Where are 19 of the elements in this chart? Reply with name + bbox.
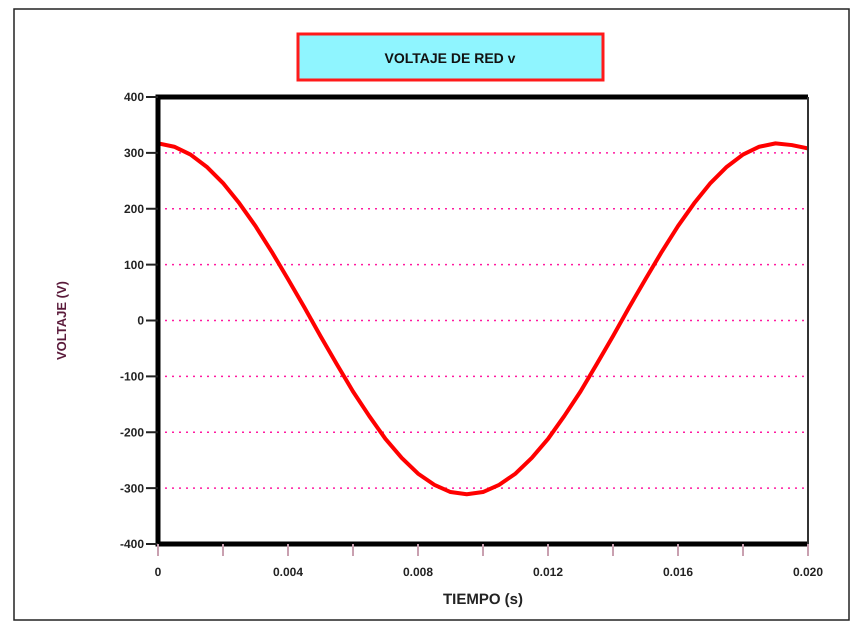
line-series (158, 141, 808, 496)
x-tick-label: 0 (154, 565, 162, 579)
chart-title: VOLTAJE DE RED v (384, 50, 516, 66)
y-tick-label: -300 (120, 481, 144, 496)
x-tick-label: 0.020 (792, 565, 824, 579)
x-tick-label: 0.004 (272, 565, 304, 579)
y-tick-label: -400 (120, 537, 144, 552)
x-tick-label: 0.016 (662, 565, 694, 579)
x-tick-label: 0.012 (532, 565, 564, 579)
x-tick-label: 0.008 (402, 565, 434, 579)
x-axis-title: TIEMPO (s) (442, 591, 524, 608)
y-tick-label: 100 (124, 258, 144, 272)
y-tick-label: 0 (137, 314, 144, 328)
y-tick-label: 200 (124, 202, 144, 216)
y-tick-label: 400 (124, 90, 144, 104)
y-tick-label: -100 (120, 370, 144, 384)
y-tick-label: -200 (120, 425, 144, 440)
y-tick-label: 300 (124, 146, 144, 160)
y-axis-title: VOLTAJE (V) (54, 281, 69, 360)
